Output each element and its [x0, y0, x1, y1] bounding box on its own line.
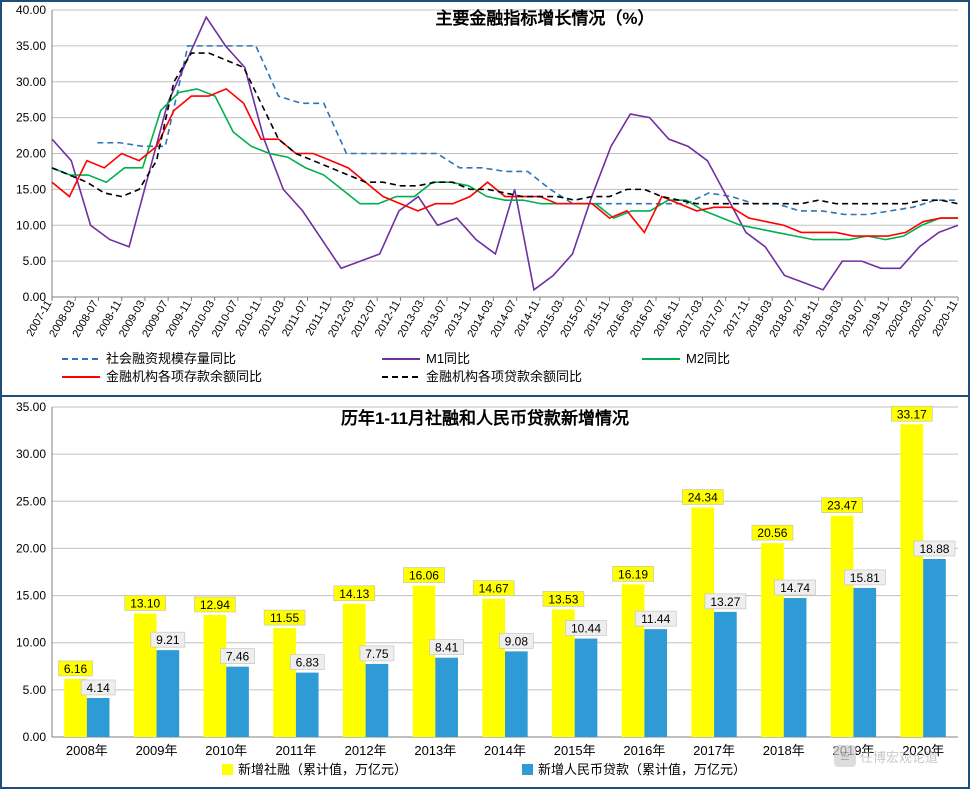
svg-text:2011年: 2011年 — [275, 743, 316, 758]
svg-text:35.00: 35.00 — [16, 39, 46, 53]
svg-text:主要金融指标增长情况（%）: 主要金融指标增长情况（%） — [435, 8, 654, 28]
svg-text:18.88: 18.88 — [919, 542, 949, 556]
svg-text:30.00: 30.00 — [16, 75, 46, 89]
svg-text:2013年: 2013年 — [414, 743, 456, 758]
svg-text:9.21: 9.21 — [156, 633, 180, 647]
svg-text:社会融资规模存量同比: 社会融资规模存量同比 — [106, 351, 236, 366]
svg-text:20.00: 20.00 — [16, 147, 46, 161]
svg-text:M1同比: M1同比 — [426, 351, 470, 366]
svg-text:6.83: 6.83 — [296, 656, 320, 670]
svg-text:2008年: 2008年 — [66, 743, 108, 758]
svg-text:10.00: 10.00 — [16, 636, 46, 650]
svg-text:2014年: 2014年 — [484, 743, 526, 758]
svg-text:金融机构各项存款余额同比: 金融机构各项存款余额同比 — [106, 369, 262, 384]
svg-text:M2同比: M2同比 — [686, 351, 730, 366]
svg-text:5.00: 5.00 — [23, 683, 47, 697]
svg-text:16.06: 16.06 — [409, 569, 439, 583]
svg-text:30.00: 30.00 — [16, 447, 46, 461]
svg-text:13.27: 13.27 — [710, 595, 740, 609]
svg-text:23.47: 23.47 — [827, 499, 857, 513]
bottom-bar-chart: 0.00 5.00 10.00 15.00 20.00 25.00 30.00 35.00 历年… — [2, 397, 968, 787]
svg-text:13.10: 13.10 — [130, 596, 160, 610]
svg-text:25.00: 25.00 — [16, 111, 46, 125]
watermark: ☰ 任博宏观论道 — [834, 745, 938, 767]
svg-text:0.00: 0.00 — [23, 730, 47, 744]
top-line-chart: 0.005.0010.0015.0020.0025.0030.0035.0040… — [2, 2, 968, 397]
svg-text:2010年: 2010年 — [205, 743, 247, 758]
svg-text:25.00: 25.00 — [16, 494, 46, 508]
watermark-icon: ☰ — [834, 745, 856, 767]
svg-text:2016年: 2016年 — [623, 743, 665, 758]
svg-text:11.55: 11.55 — [270, 611, 299, 625]
svg-text:15.00: 15.00 — [16, 182, 46, 196]
svg-text:9.08: 9.08 — [505, 634, 529, 648]
svg-text:14.74: 14.74 — [780, 581, 810, 595]
svg-text:24.34: 24.34 — [688, 491, 718, 505]
svg-text:2012年: 2012年 — [345, 743, 387, 758]
svg-text:2018年: 2018年 — [763, 743, 805, 758]
svg-text:20.56: 20.56 — [757, 526, 787, 540]
svg-text:33.17: 33.17 — [897, 407, 927, 421]
watermark-text: 任博宏观论道 — [860, 747, 938, 766]
svg-text:6.16: 6.16 — [64, 662, 88, 676]
svg-text:历年1-11月社融和人民币贷款新增情况: 历年1-11月社融和人民币贷款新增情况 — [341, 408, 629, 428]
svg-text:15.81: 15.81 — [850, 571, 880, 585]
svg-text:新增人民币贷款（累计值，万亿元）: 新增人民币贷款（累计值，万亿元） — [538, 762, 746, 777]
svg-text:4.14: 4.14 — [86, 681, 110, 695]
svg-text:新增社融（累计值，万亿元）: 新增社融（累计值，万亿元） — [238, 762, 407, 777]
svg-text:14.13: 14.13 — [339, 587, 369, 601]
svg-text:15.00: 15.00 — [16, 589, 46, 603]
svg-text:10.00: 10.00 — [16, 218, 46, 232]
svg-text:5.00: 5.00 — [23, 254, 47, 268]
svg-text:20.00: 20.00 — [16, 541, 46, 555]
svg-text:金融机构各项贷款余额同比: 金融机构各项贷款余额同比 — [426, 369, 582, 384]
svg-text:11.44: 11.44 — [641, 612, 670, 626]
svg-text:2015年: 2015年 — [554, 743, 596, 758]
svg-text:7.75: 7.75 — [365, 647, 389, 661]
svg-text:8.41: 8.41 — [435, 641, 459, 655]
svg-text:7.46: 7.46 — [226, 650, 250, 664]
svg-text:13.53: 13.53 — [548, 592, 578, 606]
svg-text:16.19: 16.19 — [618, 567, 648, 581]
svg-text:2017年: 2017年 — [693, 743, 735, 758]
svg-text:40.00: 40.00 — [16, 3, 46, 17]
svg-text:2009年: 2009年 — [136, 743, 178, 758]
svg-text:10.44: 10.44 — [571, 622, 601, 636]
svg-text:12.94: 12.94 — [200, 598, 230, 612]
svg-text:35.00: 35.00 — [16, 400, 46, 414]
svg-text:14.67: 14.67 — [479, 582, 509, 596]
